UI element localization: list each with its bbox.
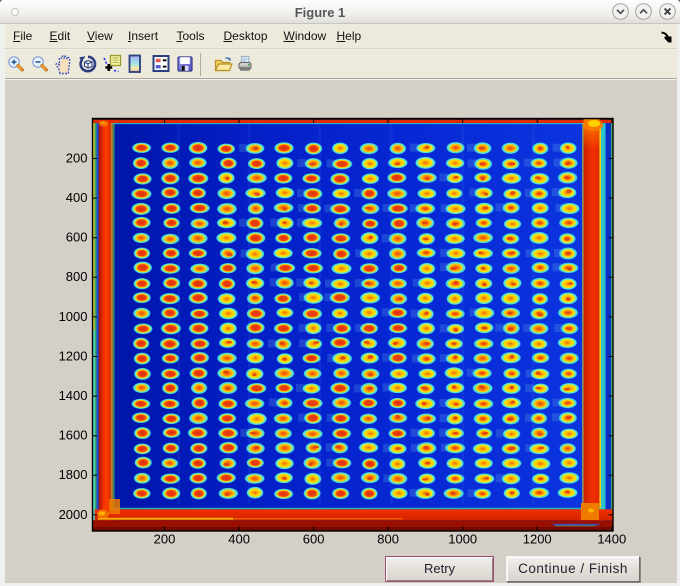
- svg-text:1000: 1000: [59, 309, 88, 324]
- svg-text:200: 200: [66, 150, 88, 165]
- svg-text:200: 200: [154, 532, 176, 547]
- svg-text:600: 600: [66, 230, 88, 245]
- svg-text:1200: 1200: [59, 348, 88, 363]
- svg-text:1600: 1600: [59, 428, 88, 443]
- svg-text:800: 800: [377, 532, 399, 547]
- svg-text:1800: 1800: [59, 467, 88, 482]
- svg-text:1200: 1200: [523, 532, 552, 547]
- svg-text:1000: 1000: [448, 532, 477, 547]
- svg-text:600: 600: [303, 532, 325, 547]
- svg-text:800: 800: [66, 269, 88, 284]
- svg-text:400: 400: [228, 532, 250, 547]
- svg-text:1400: 1400: [597, 532, 626, 547]
- svg-text:400: 400: [66, 190, 88, 205]
- svg-text:2000: 2000: [59, 507, 88, 522]
- svg-text:1400: 1400: [59, 388, 88, 403]
